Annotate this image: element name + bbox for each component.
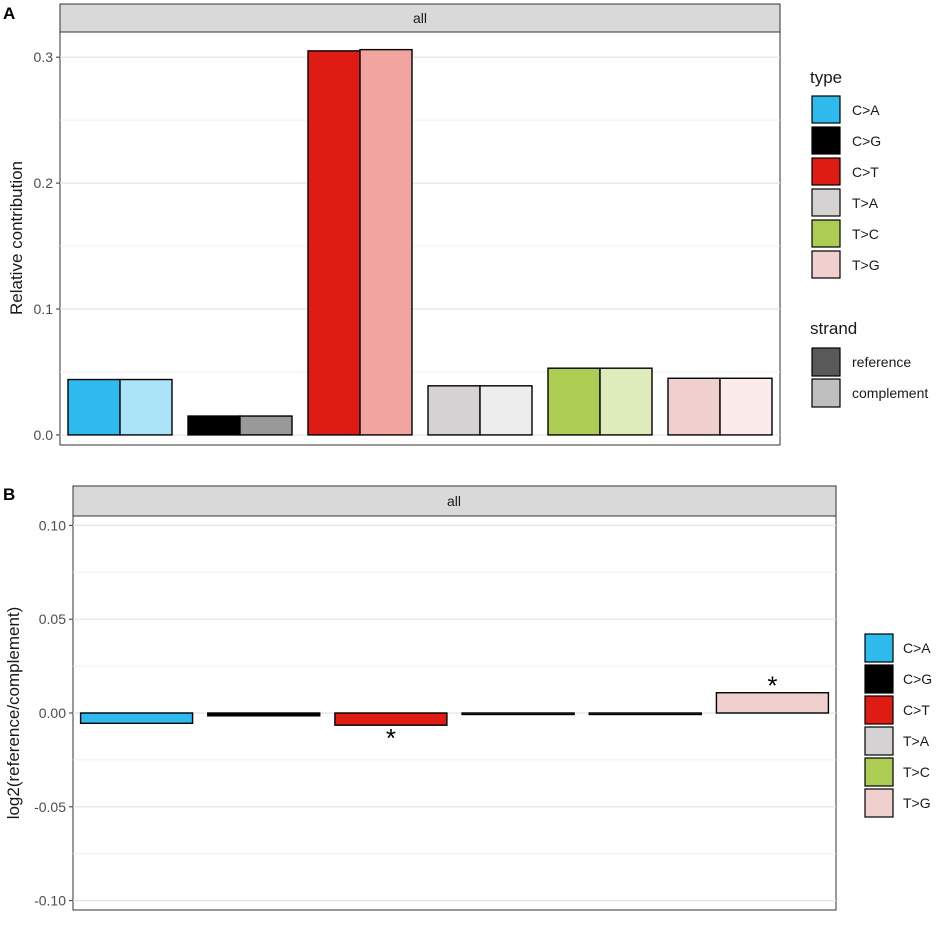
panel-b-y-axis-label: log2(reference/complement) bbox=[4, 607, 23, 820]
bar-log2-t-g bbox=[715, 692, 830, 714]
legend-b-label-c-t: C>T bbox=[903, 702, 930, 718]
legend-label-reference: reference bbox=[852, 354, 911, 370]
legend-label-c-g: C>G bbox=[852, 133, 881, 149]
legend-label-t-c: T>C bbox=[852, 226, 879, 242]
panel-label-a: A bbox=[3, 4, 15, 23]
panel-b-grid bbox=[73, 524, 836, 902]
legend-swatch-reference bbox=[811, 347, 841, 377]
panel-a-strip bbox=[59, 3, 781, 33]
panel-a-legend: type C>A C>G C>T T>A T>C T>G strand reference… bbox=[810, 68, 928, 408]
legend-b-label-t-g: T>G bbox=[903, 795, 931, 811]
legend-b-label-c-g: C>G bbox=[903, 671, 932, 687]
legend-label-complement: complement bbox=[852, 385, 928, 401]
bar-c-a-reference bbox=[67, 378, 121, 436]
legend-swatch-t-c bbox=[811, 219, 841, 248]
legend-type-title: type bbox=[810, 68, 842, 87]
panel-b-y-tick-label: -0.10 bbox=[34, 893, 66, 909]
panel-a-grid bbox=[60, 56, 780, 436]
panel-a-plot-area bbox=[59, 31, 781, 446]
bar-c-a-complement bbox=[119, 378, 173, 436]
legend-b-label-t-c: T>C bbox=[903, 764, 930, 780]
panel-b-bars bbox=[79, 692, 830, 726]
panel-b-y-tick-label: -0.05 bbox=[34, 799, 66, 815]
bar-t-c-complement bbox=[599, 367, 653, 436]
panel-b-y-ticks: 0.10 0.05 0.00 -0.05 -0.10 bbox=[34, 517, 73, 909]
legend-b-swatch-t-a bbox=[864, 726, 894, 756]
panel-a-strip-label: all bbox=[413, 10, 427, 26]
legend-swatch-c-t bbox=[811, 157, 841, 186]
legend-label-t-g: T>G bbox=[852, 257, 880, 273]
panel-a-y-axis-label: Relative contribution bbox=[7, 161, 26, 315]
bar-log2-t-c bbox=[588, 712, 702, 716]
significance-star-t-g: * bbox=[767, 671, 777, 701]
legend-swatch-t-a bbox=[811, 188, 841, 217]
bar-c-g-complement bbox=[239, 415, 293, 436]
legend-strand-items: reference complement bbox=[811, 347, 928, 408]
panel-b-y-tick-label: 0.05 bbox=[39, 611, 66, 627]
panel-a-bars bbox=[67, 48, 773, 436]
bar-t-g-complement bbox=[719, 377, 773, 436]
legend-swatch-c-a bbox=[811, 95, 841, 124]
legend-b-swatch-c-a bbox=[864, 633, 894, 663]
panel-a-y-tick-label: 0.2 bbox=[34, 175, 54, 191]
panel-a-chart: all 0.0 0.1 0.2 0.3 Relative contribution bbox=[7, 3, 781, 446]
panel-a-y-tick-label: 0.3 bbox=[34, 49, 54, 65]
legend-b-swatch-c-g bbox=[864, 664, 894, 694]
bar-t-a-complement bbox=[479, 385, 533, 436]
legend-type-items: C>A C>G C>T T>A T>C T>G bbox=[811, 95, 881, 279]
legend-label-c-t: C>T bbox=[852, 164, 879, 180]
legend-b-swatch-c-t bbox=[864, 695, 894, 725]
panel-label-b: B bbox=[3, 485, 15, 504]
legend-swatch-c-g bbox=[811, 126, 841, 155]
bar-t-a-reference bbox=[427, 385, 481, 436]
panel-b-legend: C>A C>G C>T T>A T>C T>G bbox=[864, 633, 932, 818]
legend-swatch-t-g bbox=[811, 250, 841, 279]
bar-log2-c-g bbox=[207, 712, 321, 717]
legend-label-c-a: C>A bbox=[852, 102, 880, 118]
bar-log2-t-a bbox=[461, 712, 575, 716]
bar-t-c-reference bbox=[547, 367, 601, 436]
bar-t-g-reference bbox=[667, 377, 721, 436]
panel-b-y-tick-label: 0.10 bbox=[39, 517, 66, 533]
panel-b-strip bbox=[72, 485, 837, 517]
legend-label-t-a: T>A bbox=[852, 195, 879, 211]
legend-b-swatch-t-c bbox=[864, 757, 894, 787]
panel-a-y-ticks: 0.0 0.1 0.2 0.3 bbox=[34, 49, 60, 443]
legend-b-label-c-a: C>A bbox=[903, 640, 931, 656]
bar-log2-c-t bbox=[334, 712, 448, 726]
significance-star-c-t: * bbox=[386, 723, 396, 753]
panel-b-strip-label: all bbox=[447, 493, 461, 509]
legend-swatch-complement bbox=[811, 378, 841, 408]
legend-b-swatch-t-g bbox=[864, 788, 894, 818]
panel-a-y-tick-label: 0.0 bbox=[34, 427, 54, 443]
bar-c-t-reference bbox=[307, 50, 361, 436]
panel-b-chart: all ** 0.100.050.00-0.05-0.10 log2(refer… bbox=[4, 485, 837, 911]
legend-b-label-t-a: T>A bbox=[903, 733, 930, 749]
bar-c-g-reference bbox=[187, 415, 241, 436]
bar-c-t-complement bbox=[359, 48, 413, 436]
panel-b-y-tick-label: 0.00 bbox=[39, 705, 66, 721]
panel-a-y-tick-label: 0.1 bbox=[34, 301, 54, 317]
bar-log2-c-a bbox=[79, 712, 194, 725]
panel-b-significance: ** bbox=[386, 671, 778, 753]
legend-strand-title: strand bbox=[810, 319, 857, 338]
